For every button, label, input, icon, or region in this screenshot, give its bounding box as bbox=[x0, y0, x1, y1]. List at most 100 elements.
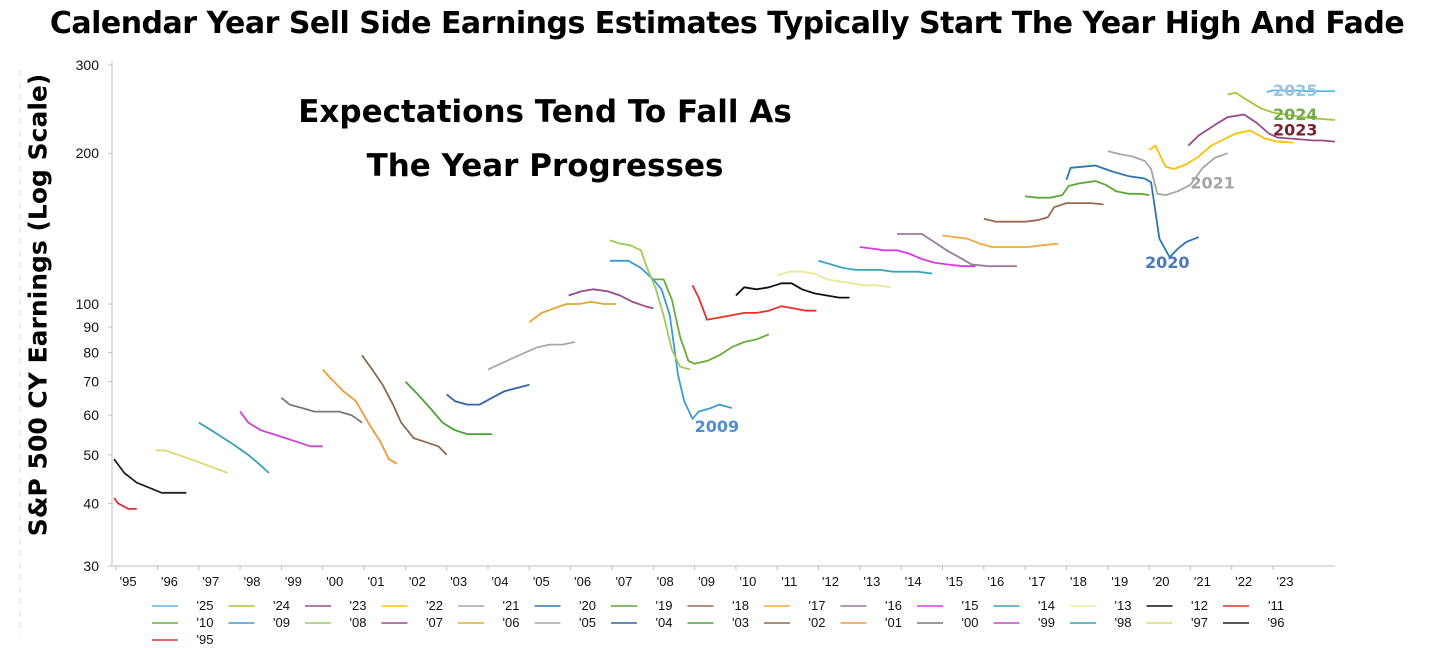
series-line bbox=[404, 380, 493, 435]
legend-label: '17 bbox=[809, 598, 826, 613]
legend-label: '02 bbox=[809, 615, 826, 630]
year-annotation: 2023 bbox=[1273, 120, 1318, 139]
x-tick-label: '21 bbox=[1194, 574, 1211, 589]
series-line bbox=[198, 421, 270, 474]
x-tick-label: '03 bbox=[450, 574, 467, 589]
legend-label: '14 bbox=[1038, 598, 1055, 613]
y-tick-label: 100 bbox=[76, 296, 100, 312]
legend-label: '13 bbox=[1115, 598, 1132, 613]
series-line bbox=[1148, 129, 1294, 170]
legend-label: '05 bbox=[579, 615, 596, 630]
x-tick-label: '09 bbox=[698, 574, 715, 589]
series-line bbox=[113, 458, 187, 494]
year-annotation: 2021 bbox=[1190, 174, 1235, 193]
y-tick-label: 30 bbox=[83, 558, 99, 574]
x-tick-label: '14 bbox=[905, 574, 922, 589]
legend-label: '23 bbox=[350, 598, 367, 613]
series-line bbox=[942, 234, 1059, 248]
year-annotation: 2025 bbox=[1273, 81, 1318, 100]
x-tick-label: '12 bbox=[822, 574, 839, 589]
legend-label: '97 bbox=[1191, 615, 1208, 630]
legend-label: '19 bbox=[656, 598, 673, 613]
series-line bbox=[155, 449, 229, 474]
legend-label: '11 bbox=[1268, 598, 1284, 613]
y-tick-label: 200 bbox=[76, 145, 100, 161]
x-tick-label: '95 bbox=[120, 574, 137, 589]
y-tick-label: 90 bbox=[83, 319, 99, 335]
y-tick-label: 80 bbox=[83, 345, 99, 361]
legend-label: '95 bbox=[197, 632, 214, 647]
x-tick-label: '16 bbox=[987, 574, 1004, 589]
year-annotation: 2009 bbox=[695, 417, 740, 436]
legend-label: '25 bbox=[197, 598, 214, 613]
x-tick-label: '23 bbox=[1277, 574, 1294, 589]
x-tick-label: '00 bbox=[326, 574, 343, 589]
legend-label: '00 bbox=[962, 615, 979, 630]
x-tick-label: '19 bbox=[1111, 574, 1128, 589]
x-tick-label: '02 bbox=[409, 574, 426, 589]
series-line bbox=[1227, 91, 1336, 121]
series-line bbox=[1187, 113, 1336, 147]
series-line bbox=[322, 368, 398, 465]
legend-label: '06 bbox=[503, 615, 520, 630]
series-line bbox=[568, 288, 654, 310]
series-line bbox=[776, 270, 891, 289]
series-line bbox=[897, 233, 1017, 268]
series-line bbox=[361, 354, 448, 456]
series-line bbox=[487, 341, 575, 371]
series-line bbox=[446, 383, 530, 406]
callout-line-2: The Year Progresses bbox=[366, 148, 724, 184]
legend-label: '98 bbox=[1115, 615, 1132, 630]
legend-label: '10 bbox=[197, 615, 214, 630]
legend-label: '20 bbox=[579, 598, 596, 613]
series-line bbox=[691, 284, 817, 321]
y-tick-label: 50 bbox=[83, 447, 99, 463]
y-tick-label: 60 bbox=[83, 407, 99, 423]
series-line bbox=[239, 411, 323, 448]
x-tick-label: '10 bbox=[739, 574, 756, 589]
series-line bbox=[609, 259, 733, 420]
legend-label: '04 bbox=[656, 615, 673, 630]
legend-label: '07 bbox=[426, 615, 443, 630]
series-line bbox=[528, 301, 617, 323]
legend-label: '18 bbox=[732, 598, 749, 613]
x-tick-label: '98 bbox=[244, 574, 261, 589]
x-tick-label: '18 bbox=[1070, 574, 1087, 589]
x-tick-label: '22 bbox=[1235, 574, 1252, 589]
series-line bbox=[859, 246, 976, 268]
x-tick-label: '08 bbox=[657, 574, 674, 589]
x-tick-label: '04 bbox=[492, 574, 509, 589]
y-tick-label: 70 bbox=[83, 374, 99, 390]
x-tick-label: '96 bbox=[161, 574, 178, 589]
legend-label: '01 bbox=[885, 615, 902, 630]
x-tick-label: '11 bbox=[781, 574, 797, 589]
series-line bbox=[1025, 180, 1150, 199]
y-tick-label: 300 bbox=[76, 57, 100, 73]
series-line bbox=[735, 282, 850, 299]
series-line bbox=[818, 259, 933, 275]
legend-label: '96 bbox=[1268, 615, 1285, 630]
series-line bbox=[280, 397, 363, 424]
legend-label: '22 bbox=[426, 598, 443, 613]
x-tick-label: '01 bbox=[368, 574, 385, 589]
legend-label: '24 bbox=[273, 598, 290, 613]
y-tick-label: 40 bbox=[83, 495, 99, 511]
x-tick-label: '05 bbox=[533, 574, 550, 589]
legend-label: '99 bbox=[1038, 615, 1055, 630]
legend-label: '03 bbox=[732, 615, 749, 630]
series-line bbox=[1065, 164, 1200, 259]
series-line bbox=[1107, 150, 1228, 196]
x-tick-label: '07 bbox=[615, 574, 632, 589]
x-tick-label: '15 bbox=[946, 574, 963, 589]
x-tick-label: '06 bbox=[574, 574, 591, 589]
legend-label: '09 bbox=[273, 615, 290, 630]
x-tick-label: '17 bbox=[1029, 574, 1046, 589]
x-tick-label: '13 bbox=[863, 574, 880, 589]
x-tick-label: '20 bbox=[1153, 574, 1170, 589]
series-line bbox=[1266, 89, 1335, 93]
year-annotation: 2024 bbox=[1273, 105, 1318, 124]
series-line bbox=[113, 497, 137, 510]
series-line bbox=[609, 239, 691, 371]
legend-label: '12 bbox=[1191, 598, 1208, 613]
